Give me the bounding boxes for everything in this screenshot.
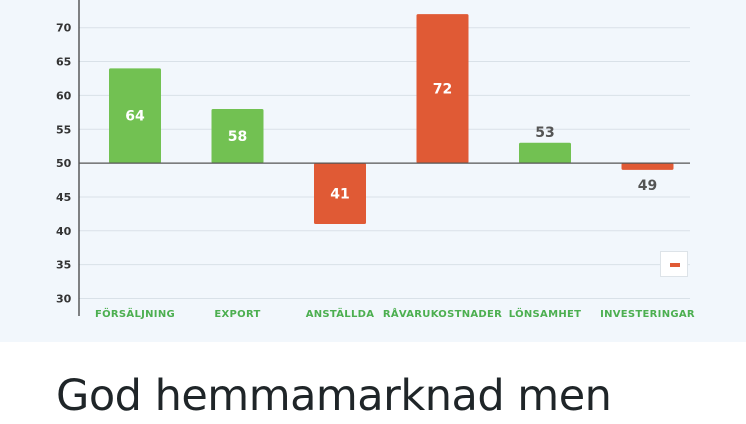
y-tick-labels: 30 35 40 45 50 55 60 65 70 — [56, 22, 72, 306]
data-label: 49 — [638, 178, 657, 194]
x-tick-label: ANSTÄLLDA — [306, 306, 375, 320]
data-label: 72 — [433, 82, 452, 98]
legend-swatch-negative — [670, 263, 680, 267]
data-label: 58 — [228, 129, 247, 145]
chart-panel: 30 35 40 45 50 55 60 65 70 FÖRSÄLJNING EXPORT ANST… — [0, 0, 746, 342]
x-tick-labels: FÖRSÄLJNING EXPORT ANSTÄLLDA RÅVARUKOSTNADE… — [95, 306, 695, 320]
bar-försäljning — [109, 68, 161, 164]
grid-lines — [79, 27, 690, 299]
bar-investeringar — [621, 163, 674, 170]
bar-anställda — [314, 163, 366, 225]
y-tick-label: 45 — [56, 191, 71, 204]
y-tick-label: 65 — [56, 56, 71, 69]
x-tick-label: RÅVARUKOSTNADER — [383, 307, 502, 320]
data-label: 41 — [330, 187, 349, 203]
x-tick-label: INVESTERINGAR — [600, 309, 695, 320]
y-tick-label: 35 — [56, 259, 71, 272]
y-tick-label: 50 — [56, 157, 72, 170]
y-tick-label: 40 — [56, 225, 72, 238]
bar-chart: 30 35 40 45 50 55 60 65 70 FÖRSÄLJNING EXPORT ANST… — [56, 0, 695, 320]
bars — [109, 14, 674, 225]
article-headline: God hemmamarknad men — [56, 371, 612, 421]
y-tick-label: 70 — [56, 22, 72, 35]
axes — [78, 0, 690, 316]
x-tick-label: FÖRSÄLJNING — [95, 306, 175, 320]
bar-råvarukostnader — [416, 14, 469, 164]
data-label: 64 — [125, 109, 145, 125]
y-tick-label: 60 — [56, 89, 72, 102]
data-label: 53 — [535, 125, 554, 141]
x-tick-label: EXPORT — [214, 309, 260, 320]
y-tick-label: 30 — [56, 293, 72, 306]
y-tick-label: 55 — [56, 123, 71, 136]
data-labels: 64 58 41 72 53 49 — [125, 82, 657, 203]
bar-lönsamhet — [519, 142, 571, 164]
bar-export — [211, 108, 264, 164]
legend — [660, 251, 688, 277]
x-tick-label: LÖNSAMHET — [509, 306, 582, 320]
